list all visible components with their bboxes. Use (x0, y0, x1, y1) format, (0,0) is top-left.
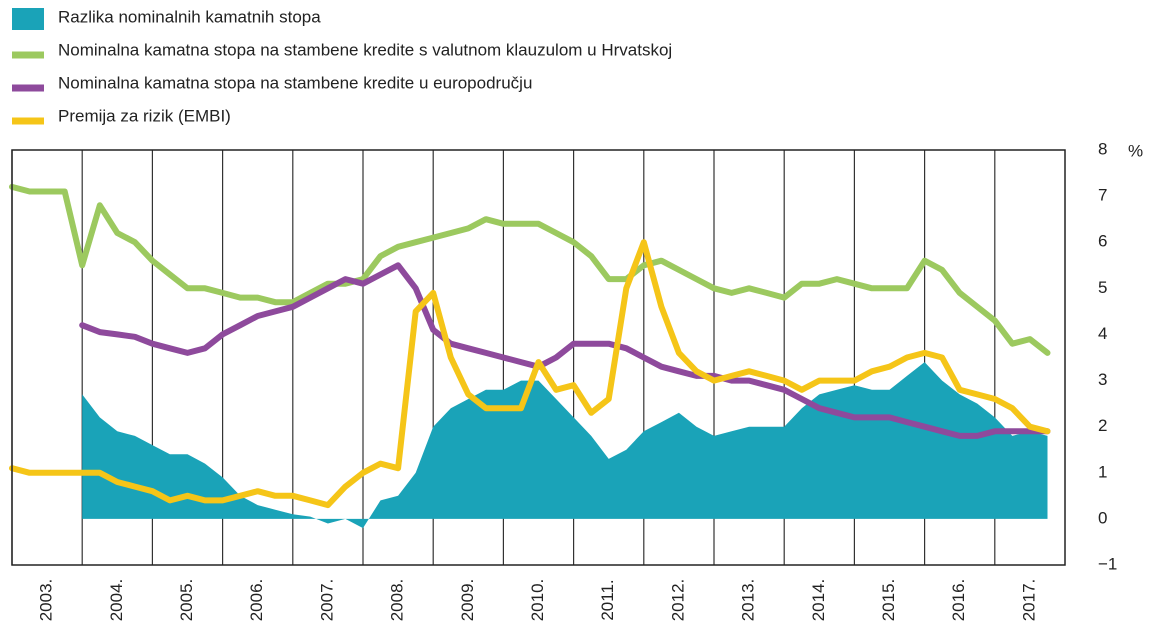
line (79, 262, 1051, 439)
y-tick-label: −1 (1098, 554, 1117, 573)
x-tick-label: 2003. (37, 579, 56, 622)
line (9, 183, 1051, 356)
y-tick-label: 5 (1098, 278, 1107, 297)
x-tick-label: 2014. (809, 579, 828, 622)
x-tick-label: 2012. (668, 579, 687, 622)
x-tick-label: 2011. (598, 579, 617, 620)
x-tick-label: 2017. (1019, 579, 1038, 622)
plot-frame (11, 149, 1066, 566)
legend-label: Premija za rizik (EMBI) (58, 106, 231, 125)
y-tick-label: 2 (1098, 416, 1107, 435)
y-tick-label: 7 (1098, 186, 1107, 205)
x-tick-label: 2016. (949, 579, 968, 622)
x-tick-label: 2007. (317, 579, 336, 622)
x-tick-label: 2015. (879, 579, 898, 622)
x-tick-label: 2006. (247, 579, 266, 622)
legend-swatch (12, 8, 44, 30)
y-tick-label: 3 (1098, 370, 1107, 389)
y-unit: % (1128, 141, 1143, 160)
y-tick-label: 0 (1098, 508, 1107, 527)
legend-label: Nominalna kamatna stopa na stambene kred… (58, 40, 672, 59)
y-tick-label: 1 (1098, 462, 1107, 481)
y-tick-label: 8 (1098, 139, 1107, 158)
x-tick-label: 2005. (177, 579, 196, 622)
x-tick-label: 2009. (458, 579, 477, 622)
y-tick-label: 4 (1098, 324, 1107, 343)
line (9, 239, 1051, 509)
x-tick-label: 2013. (739, 579, 758, 622)
area (82, 362, 1048, 529)
legend-label: Nominalna kamatna stopa na stambene kred… (58, 73, 532, 92)
x-tick-label: 2004. (107, 579, 126, 622)
y-tick-label: 6 (1098, 232, 1107, 251)
legend-label: Razlika nominalnih kamatnih stopa (58, 7, 321, 26)
x-tick-label: 2008. (388, 579, 407, 622)
x-tick-label: 2010. (528, 579, 547, 622)
